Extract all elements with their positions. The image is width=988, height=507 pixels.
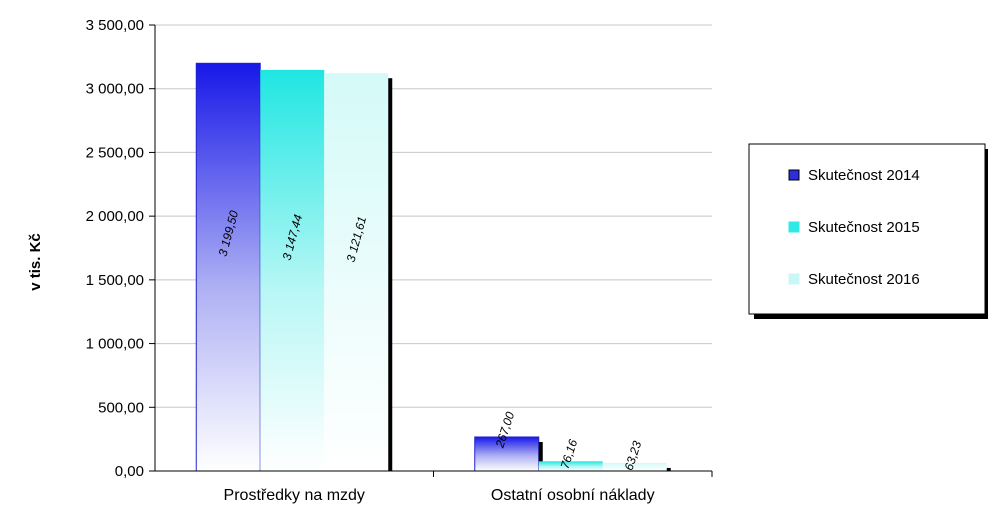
bar-shadow: [666, 467, 671, 471]
x-axis: Prostředky na mzdy Ostatní osobní náklady: [155, 470, 713, 504]
legend-swatch: [788, 221, 800, 233]
y-tick-label: 2 500,00: [86, 144, 144, 161]
legend: Skutečnost 2014 Skutečnost 2015 Skutečnost…: [748, 143, 988, 319]
category-label: Prostředky na mzdy: [224, 487, 365, 504]
bar: [602, 462, 667, 471]
legend-label: Skutečnost 2015: [808, 219, 920, 236]
legend-box: [748, 143, 986, 315]
bar: [196, 63, 261, 471]
y-tick-label: 3 500,00: [86, 17, 144, 34]
y-tick-label: 1 000,00: [86, 336, 144, 353]
y-tick-label: 1 500,00: [86, 272, 144, 289]
category-label: Ostatní osobní náklady: [491, 487, 655, 504]
bar-shadow: [388, 78, 393, 471]
legend-label: Skutečnost 2016: [808, 271, 920, 288]
bar: [260, 69, 325, 472]
legend-label: Skutečnost 2014: [808, 167, 920, 184]
y-tick-label: 0,00: [115, 463, 144, 480]
bar-shadow: [538, 441, 543, 466]
y-axis: 0,00 500,00 1 000,00 1 500,00 2 000,00 2 500,…: [86, 17, 156, 480]
y-tick-label: 3 000,00: [86, 81, 144, 98]
legend-swatch: [788, 273, 800, 285]
bar: [538, 461, 603, 471]
bars: [195, 62, 671, 472]
bar: [474, 436, 539, 471]
y-axis-title: v tis. Kč: [27, 233, 44, 291]
y-tick-label: 500,00: [98, 399, 144, 416]
bar: [324, 73, 389, 471]
y-tick-label: 2 000,00: [86, 208, 144, 225]
legend-swatch: [788, 169, 800, 181]
